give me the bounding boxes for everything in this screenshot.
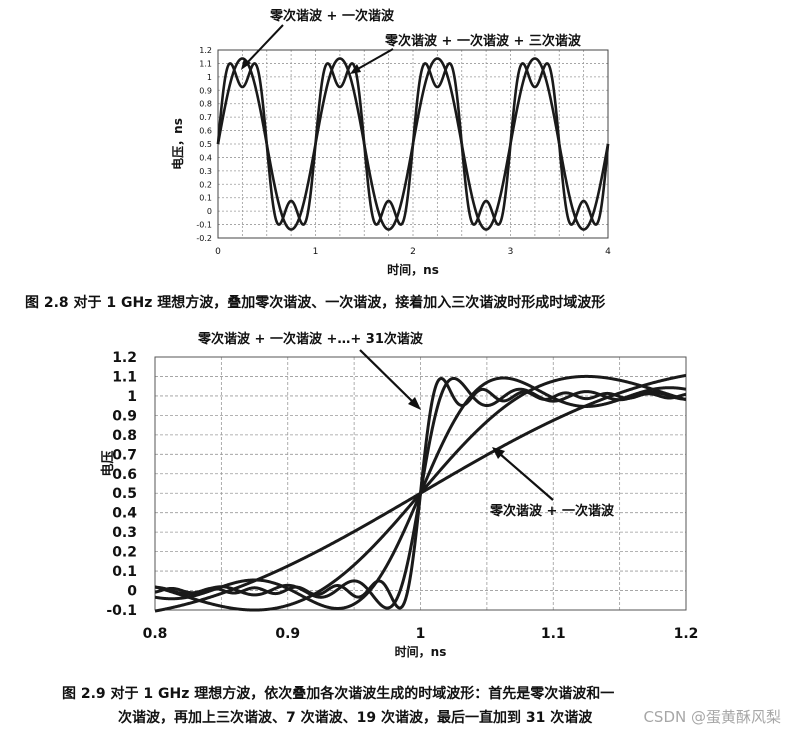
y-tick-label: 0.2: [199, 180, 212, 189]
y-tick-label: 1.1: [112, 369, 137, 385]
annotation-arrow: [359, 349, 415, 404]
x-tick-label: 1: [313, 247, 319, 257]
y-tick-label: 0.2: [112, 545, 137, 561]
y-axis-label: 电压: [100, 450, 116, 476]
y-tick-label: 0.4: [199, 153, 212, 162]
y-tick-label: 0.6: [112, 467, 137, 483]
annotation-arrowhead: [241, 58, 251, 70]
x-tick-label: 1.2: [674, 626, 699, 642]
x-tick-label: 4: [605, 247, 611, 257]
y-tick-label: 0: [207, 207, 212, 216]
annotation-arrow: [355, 48, 394, 71]
y-tick-label: 0.5: [112, 486, 137, 502]
annotation-label: 零次谐波 + 一次谐波 + 三次谐波: [384, 33, 582, 49]
annotation-arrowhead: [350, 64, 361, 74]
y-tick-label: 0: [127, 584, 137, 600]
x-tick-label: 1: [416, 626, 426, 642]
annotation-label: 零次谐波 + 一次谐波: [269, 8, 395, 24]
annotation-arrow: [245, 24, 284, 65]
y-tick-label: 0.7: [199, 113, 212, 122]
y-tick-label: 1.2: [199, 46, 212, 55]
chart-harmonics-zoom: -0.1 0 0.1 0.2 0.3 0.4 0.5 0.6 0.7 0.8 0.9 1 1.1 1.2 0…: [100, 331, 699, 659]
y-tick-label: 0.7: [112, 447, 137, 463]
y-tick-label: -0.1: [196, 221, 212, 230]
y-tick-label: 0.9: [199, 86, 212, 95]
y-tick-label: 0.8: [199, 100, 212, 109]
y-tick-label: 0.9: [112, 408, 137, 424]
annotation-label: 零次谐波 + 一次谐波: [489, 503, 615, 519]
annotation-arrowhead: [408, 397, 421, 410]
y-tick-label: 0.1: [199, 194, 212, 203]
x-axis-label: 时间，ns: [395, 644, 447, 659]
x-tick-label: 0: [215, 247, 221, 257]
y-tick-label: 0.6: [199, 127, 212, 136]
x-tick-label: 2: [410, 247, 416, 257]
y-tick-label: -0.2: [196, 234, 212, 243]
x-tick-label: 0.9: [275, 626, 300, 642]
figure-2-9-caption-line1: 图 2.9 对于 1 GHz 理想方波，依次叠加各次谐波生成的时域波形：首先是零…: [62, 686, 615, 702]
annotation-arrowhead: [492, 447, 505, 459]
plot-frame: [154, 356, 687, 611]
chart-harmonics-0-4ns: -0.2 -0.1 0 0.1 0.2 0.3 0.4 0.5 0.6 0.7 0.8 0.9 1 1.1…: [170, 8, 611, 277]
y-axis-label: 电压，ns: [170, 118, 185, 170]
y-tick-label: 0.8: [112, 428, 137, 444]
x-tick-label: 1.1: [541, 626, 566, 642]
x-tick-label: 3: [508, 247, 514, 257]
y-tick-label: -0.1: [106, 603, 137, 619]
y-tick-label: 0.5: [199, 140, 212, 149]
series-line-5: [155, 376, 686, 610]
figure-2-8-caption: 图 2.8 对于 1 GHz 理想方波，叠加零次谐波、一次谐波，接着加入三次谐波…: [25, 295, 606, 311]
y-tick-label: 0.3: [199, 167, 212, 176]
annotation-arrow: [499, 453, 554, 501]
y-tick-label: 0.1: [112, 564, 137, 580]
y-tick-label: 0.3: [112, 525, 137, 541]
watermark: CSDN @蛋黄酥风梨: [643, 708, 781, 726]
y-tick-label: 1.2: [112, 350, 137, 366]
y-tick-label: 1: [207, 73, 212, 82]
x-axis-label: 时间，ns: [387, 262, 439, 277]
annotation-label: 零次谐波 + 一次谐波 +…+ 31次谐波: [197, 331, 424, 347]
y-tick-label: 0.4: [112, 506, 137, 522]
x-tick-label: 0.8: [143, 626, 168, 642]
figure-2-9-caption-line2: 次谐波，再加上三次谐波、7 次谐波、19 次谐波，最后一直加到 31 次谐波: [118, 710, 593, 726]
y-tick-label: 1: [127, 389, 137, 405]
y-tick-label: 1.1: [199, 59, 212, 68]
series-line-2: [216, 62, 610, 226]
